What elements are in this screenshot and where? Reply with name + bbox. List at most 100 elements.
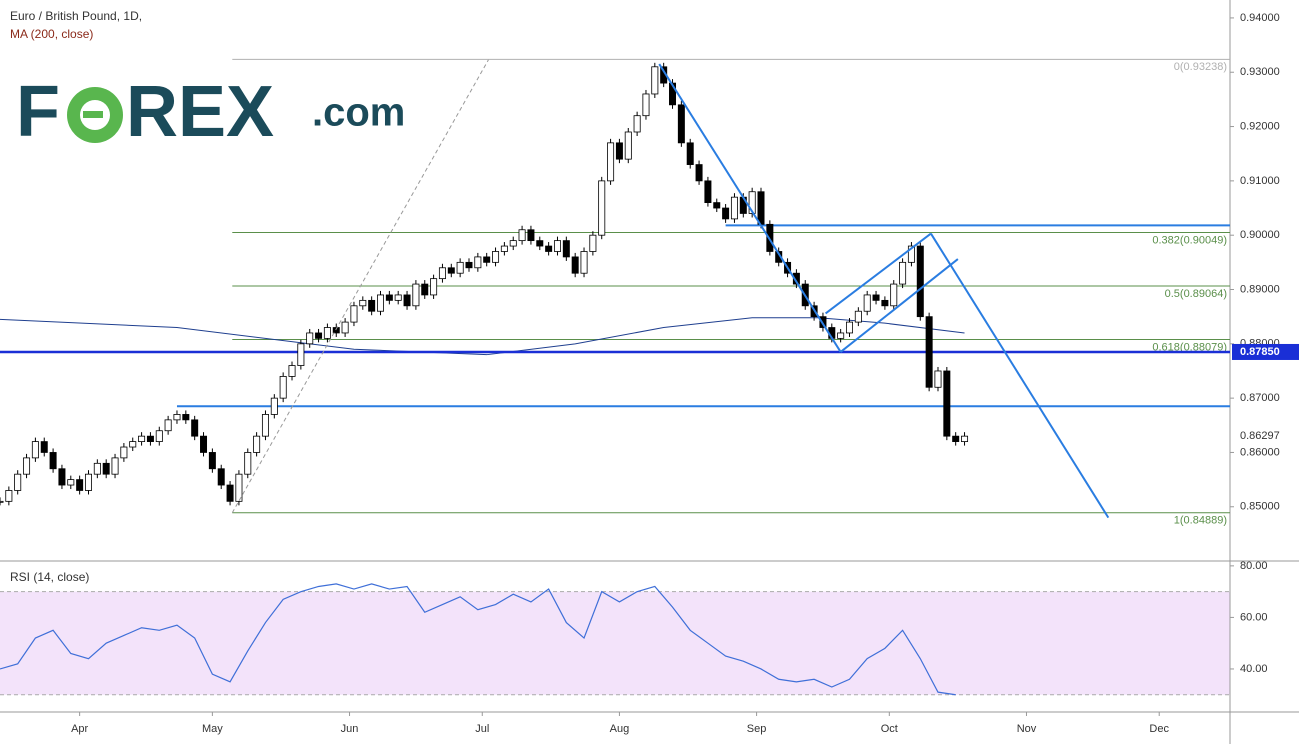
candle (430, 278, 438, 296)
x-tick-label: Sep (747, 723, 767, 735)
candle (518, 229, 526, 242)
x-tick-label: Dec (1149, 723, 1169, 735)
logo: F REX .com (16, 72, 405, 152)
candle (713, 202, 721, 209)
candle (730, 196, 738, 220)
candle (607, 142, 615, 182)
fib-label: 0.382(0.90049) (1152, 234, 1227, 246)
candle (67, 479, 75, 486)
candle (40, 441, 48, 453)
x-tick-label: May (202, 723, 223, 735)
candle (279, 376, 287, 399)
candle (669, 82, 677, 106)
candle (173, 414, 181, 421)
candle (138, 435, 146, 442)
candle (49, 452, 57, 470)
price-label-box (1232, 343, 1299, 360)
candle (323, 327, 331, 339)
candle (23, 457, 31, 475)
y-tick-label: 0.90000 (1240, 229, 1280, 241)
y-tick-label: 0.94000 (1240, 12, 1280, 24)
candle (872, 294, 880, 301)
candle (129, 441, 137, 448)
x-tick-label: Oct (881, 723, 898, 735)
y-tick-label: 0.89000 (1240, 283, 1280, 295)
candle (952, 435, 960, 442)
candle (509, 240, 517, 247)
candle (120, 446, 128, 459)
candle (615, 142, 623, 160)
candle (943, 370, 951, 437)
candle (695, 164, 703, 182)
candle (394, 294, 402, 301)
rsi-line (0, 583, 956, 696)
trendline (231, 59, 489, 513)
candle (536, 240, 544, 247)
logo-text: REX (126, 72, 274, 152)
candle (545, 245, 553, 252)
candle (854, 310, 862, 323)
y-tick-label: 80.00 (1240, 560, 1268, 572)
candle (191, 419, 199, 437)
rsi-band (0, 591, 1230, 695)
candle (438, 267, 446, 280)
candle (200, 435, 208, 453)
y-tick-label: 0.87000 (1240, 392, 1280, 404)
candle (182, 414, 190, 421)
trendline (840, 258, 959, 353)
y-tick-label: 40.00 (1240, 663, 1268, 675)
candle (0, 500, 4, 503)
y-tick-label: 0.92000 (1240, 120, 1280, 132)
candle (403, 294, 411, 307)
candle (261, 414, 269, 437)
candle (377, 294, 385, 312)
candle (686, 142, 694, 165)
last-price-label: 0.86297 (1240, 430, 1280, 442)
rsi-title: RSI (14, close) (10, 570, 89, 584)
candle (527, 229, 535, 242)
y-tick-label: 0.85000 (1240, 501, 1280, 513)
candle (925, 316, 933, 388)
candle (297, 343, 305, 366)
candle (589, 234, 597, 252)
candle (146, 435, 154, 442)
candle (837, 332, 845, 339)
candle (722, 207, 730, 220)
candle (553, 240, 561, 252)
candle (447, 267, 455, 274)
fib-label: 0(0.93238) (1174, 61, 1227, 73)
y-tick-label: 0.93000 (1240, 66, 1280, 78)
candle (164, 419, 172, 432)
candle (315, 332, 323, 339)
candle (474, 256, 482, 269)
candle (863, 294, 871, 312)
candle (385, 294, 393, 301)
candle (244, 452, 252, 475)
candle (890, 283, 898, 307)
candle (907, 245, 915, 263)
candle (76, 479, 84, 491)
fib-label: 0.618(0.88079) (1152, 341, 1227, 353)
x-tick-label: Aug (610, 723, 630, 735)
candle (288, 365, 296, 377)
x-tick-label: Nov (1017, 723, 1037, 735)
x-tick-label: Apr (71, 723, 88, 735)
candle (845, 321, 853, 334)
trendline (930, 233, 1110, 519)
candle (580, 251, 588, 274)
price-label: 0.87850 (1240, 346, 1280, 358)
candle (500, 245, 508, 252)
candle (217, 468, 225, 486)
candle (934, 370, 942, 388)
candle (704, 180, 712, 203)
candle (58, 468, 66, 486)
candle (332, 327, 340, 334)
candle (359, 299, 367, 307)
candle (624, 131, 632, 160)
candle (235, 473, 243, 502)
candle (306, 332, 314, 345)
rsi-panel (0, 591, 1230, 695)
candle (562, 240, 570, 258)
candle (465, 261, 473, 269)
